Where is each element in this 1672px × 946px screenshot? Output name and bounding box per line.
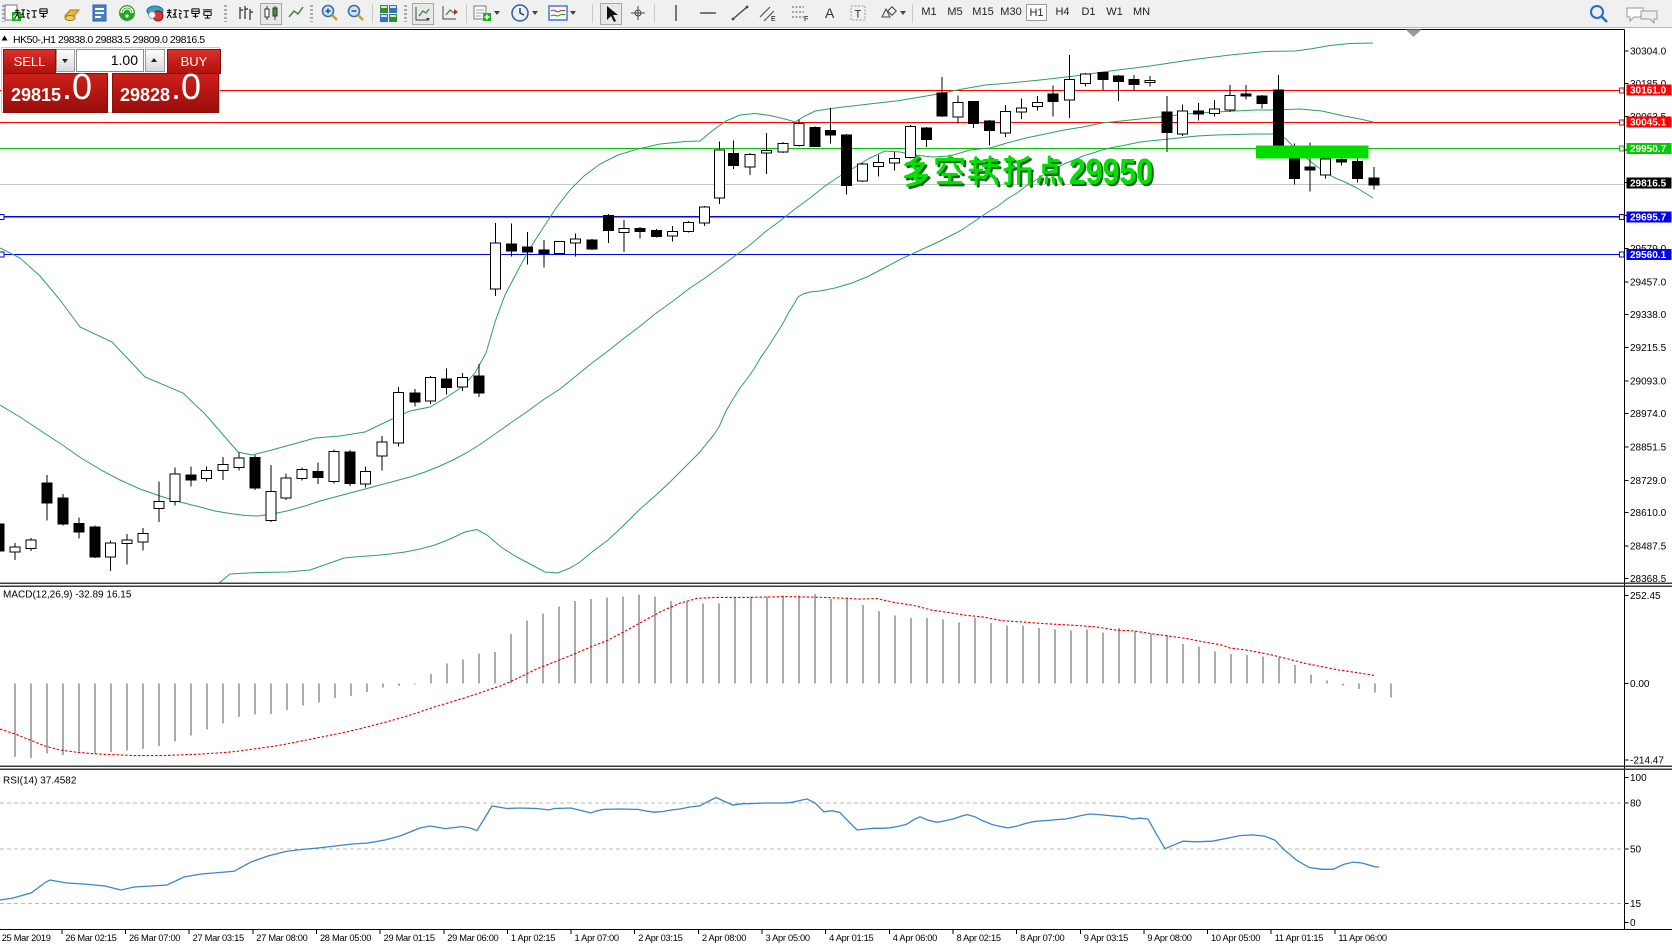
svg-text:A: A: [825, 5, 835, 21]
svg-text:29695.7: 29695.7: [1630, 212, 1667, 223]
svg-text:26 Mar 02:15: 26 Mar 02:15: [65, 933, 116, 943]
svg-text:0: 0: [1630, 918, 1636, 929]
svg-text:50: 50: [1630, 845, 1642, 856]
svg-text:28487.5: 28487.5: [1630, 542, 1667, 553]
svg-text:29950.7: 29950.7: [1630, 144, 1667, 155]
svg-text:2 Apr 03:15: 2 Apr 03:15: [638, 933, 682, 943]
svg-text:28729.0: 28729.0: [1630, 476, 1667, 487]
svg-text:27 Mar 03:15: 27 Mar 03:15: [193, 933, 244, 943]
svg-text:29215.5: 29215.5: [1630, 343, 1667, 354]
svg-text:4 Apr 06:00: 4 Apr 06:00: [893, 933, 937, 943]
svg-text:28 Mar 05:00: 28 Mar 05:00: [320, 933, 371, 943]
svg-text:9 Apr 03:15: 9 Apr 03:15: [1084, 933, 1128, 943]
svg-text:29338.0: 29338.0: [1630, 310, 1667, 321]
svg-text:3 Apr 05:00: 3 Apr 05:00: [766, 933, 810, 943]
svg-text:10 Apr 05:00: 10 Apr 05:00: [1211, 933, 1260, 943]
svg-text:80: 80: [1630, 798, 1642, 809]
svg-text:1 Apr 02:15: 1 Apr 02:15: [511, 933, 555, 943]
svg-text:E: E: [771, 16, 776, 23]
svg-text:8 Apr 07:00: 8 Apr 07:00: [1020, 933, 1064, 943]
svg-text:HK50-,H1: HK50-,H1: [13, 34, 56, 46]
svg-text:29560.1: 29560.1: [1630, 250, 1667, 261]
svg-text:28974.0: 28974.0: [1630, 409, 1667, 420]
svg-text:27 Mar 08:00: 27 Mar 08:00: [256, 933, 307, 943]
svg-text:29 Mar 06:00: 29 Mar 06:00: [447, 933, 498, 943]
svg-text:30185.0: 30185.0: [1630, 79, 1667, 90]
svg-text:252.45: 252.45: [1630, 591, 1661, 602]
svg-text:28851.5: 28851.5: [1630, 442, 1667, 453]
svg-text:11 Apr 06:00: 11 Apr 06:00: [1338, 933, 1387, 943]
svg-text:8 Apr 02:15: 8 Apr 02:15: [956, 933, 1000, 943]
svg-text:30304.0: 30304.0: [1630, 47, 1667, 58]
svg-text:29950: 29950: [1069, 151, 1153, 192]
svg-text:100: 100: [1630, 773, 1647, 784]
svg-text:29 Mar 01:15: 29 Mar 01:15: [384, 933, 435, 943]
svg-text:29093.0: 29093.0: [1630, 377, 1667, 388]
svg-text:RSI(14) 37.4582: RSI(14) 37.4582: [3, 776, 77, 787]
svg-text:-214.47: -214.47: [1630, 756, 1664, 767]
svg-text:0.00: 0.00: [1630, 679, 1650, 690]
svg-text:29838.0 29883.5 29809.0 29816.: 29838.0 29883.5 29809.0 29816.5: [58, 34, 205, 46]
svg-text:28368.5: 28368.5: [1630, 574, 1667, 585]
svg-text:T: T: [855, 9, 862, 21]
svg-text:28610.0: 28610.0: [1630, 508, 1667, 519]
svg-text:30161.0: 30161.0: [1630, 86, 1667, 97]
svg-text:1 Apr 07:00: 1 Apr 07:00: [575, 933, 619, 943]
svg-text:4 Apr 01:15: 4 Apr 01:15: [829, 933, 873, 943]
svg-text:29816.5: 29816.5: [1630, 179, 1667, 190]
svg-text:MACD(12,26,9) -32.89 16.15: MACD(12,26,9) -32.89 16.15: [3, 590, 132, 601]
svg-text:25 Mar 2019: 25 Mar 2019: [2, 933, 51, 943]
svg-text:29457.0: 29457.0: [1630, 277, 1667, 288]
svg-text:15: 15: [1630, 899, 1642, 910]
svg-text:29950: 29950: [1071, 153, 1155, 194]
svg-text:9 Apr 08:00: 9 Apr 08:00: [1147, 933, 1191, 943]
svg-text:F: F: [804, 16, 808, 23]
svg-text:30045.1: 30045.1: [1630, 118, 1667, 129]
svg-text:26 Mar 07:00: 26 Mar 07:00: [129, 933, 180, 943]
svg-text:2 Apr 08:00: 2 Apr 08:00: [702, 933, 746, 943]
svg-text:11 Apr 01:15: 11 Apr 01:15: [1275, 933, 1324, 943]
